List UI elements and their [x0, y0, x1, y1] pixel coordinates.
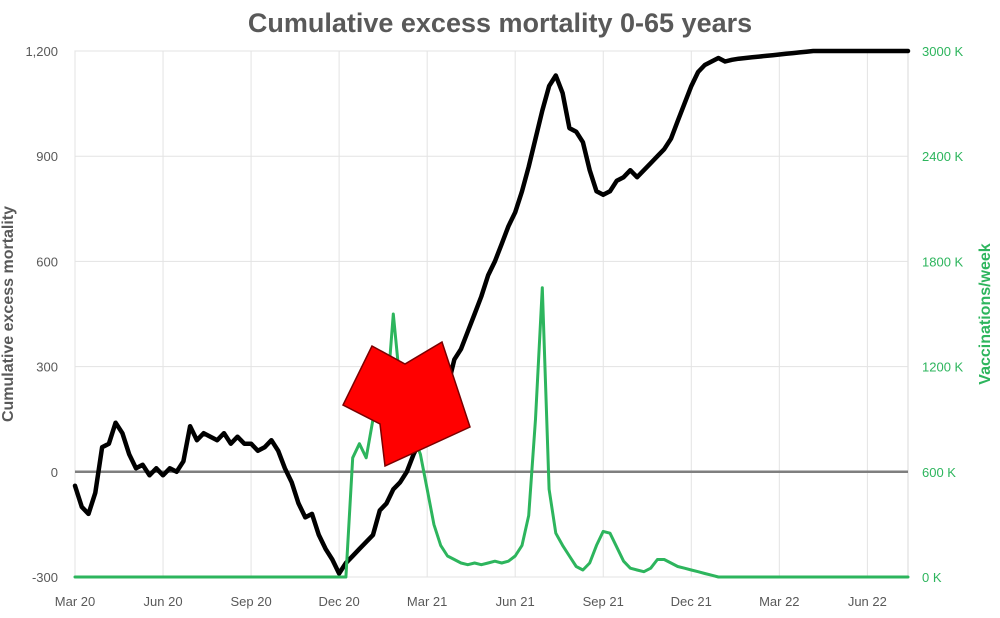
- plot-frame: [74, 50, 909, 578]
- x-tick-label: Mar 20: [55, 594, 95, 609]
- x-tick-label: Sep 21: [583, 594, 624, 609]
- y2-tick-label: 600 K: [922, 465, 956, 480]
- y2-tick-label: 1200 K: [922, 360, 964, 375]
- y-tick-label: 600: [36, 254, 58, 269]
- y2-tick-label: 1800 K: [922, 254, 964, 269]
- excess-mortality-line: [72, 48, 911, 576]
- x-tick-label: Dec 20: [319, 594, 360, 609]
- y2-tick-label: 0 K: [922, 570, 942, 585]
- y2-tick-label: 3000 K: [922, 44, 964, 59]
- y-tick-label: -300: [32, 570, 58, 585]
- x-tick-label: Mar 22: [759, 594, 799, 609]
- x-tick-label: Jun 20: [144, 594, 183, 609]
- red-arrow-annotation: [342, 340, 471, 468]
- x-tick-label: Sep 20: [230, 594, 271, 609]
- chart-title: Cumulative excess mortality 0-65 years: [247, 8, 753, 38]
- y2-tick-label: 2400 K: [922, 149, 964, 164]
- x-tick-label: Mar 21: [407, 594, 447, 609]
- x-tick-label: Dec 21: [671, 594, 712, 609]
- red-arrow-icon: [342, 340, 471, 468]
- vaccinations-line: [73, 286, 910, 579]
- x-tick-label: Jun 22: [848, 594, 887, 609]
- y-tick-label: 900: [36, 149, 58, 164]
- y-tick-label: 1,200: [25, 44, 58, 59]
- y-tick-label: 300: [36, 360, 58, 375]
- y-tick-label: 0: [51, 465, 58, 480]
- x-tick-label: Jun 21: [496, 594, 535, 609]
